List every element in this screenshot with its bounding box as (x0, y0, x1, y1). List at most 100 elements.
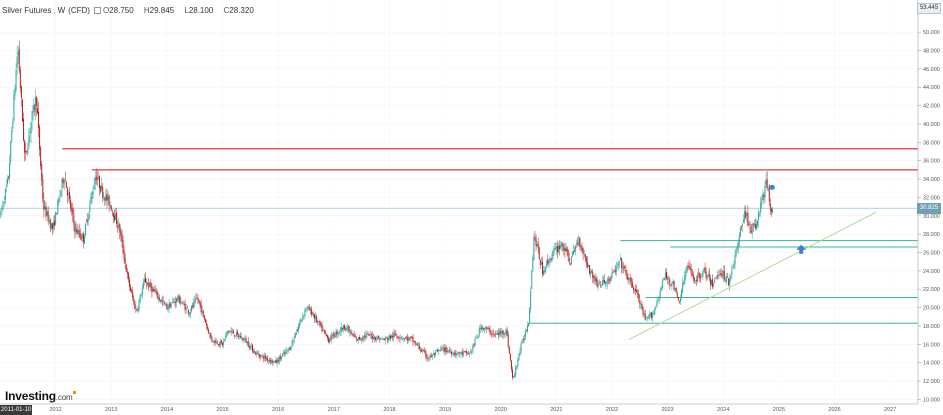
candle-body (640, 303, 642, 306)
candle-body (621, 258, 623, 268)
candle-body (378, 335, 380, 339)
candle-body (453, 352, 455, 355)
candle-body (414, 340, 416, 345)
candle-body (473, 344, 475, 346)
candle-body (285, 351, 287, 354)
candle-body (440, 348, 442, 351)
candle-body (426, 356, 428, 358)
candle-body (604, 280, 606, 284)
instrument-name[interactable]: Silver Futures (2, 5, 52, 15)
candle-body (397, 337, 399, 339)
candle-body (587, 265, 589, 267)
candle-body (553, 248, 555, 251)
candle-body (55, 211, 57, 225)
candle-body (391, 335, 393, 338)
candle-body (219, 341, 221, 346)
candle-body (697, 274, 699, 282)
candle-body (72, 209, 74, 215)
candle-body (142, 282, 144, 289)
candle-body (346, 328, 348, 331)
candle-body (474, 339, 476, 346)
candle-body (601, 280, 603, 285)
candle-body (263, 355, 265, 359)
candle-body (214, 340, 216, 344)
candle-body (24, 140, 26, 153)
candle-body (609, 278, 611, 282)
candle-body (213, 339, 215, 342)
candle-body (431, 354, 433, 358)
candle-body (327, 337, 329, 343)
candle-body (402, 338, 404, 340)
candle-body (700, 277, 702, 279)
candle-body (446, 351, 448, 352)
candle-body (387, 338, 389, 341)
y-tick-label: 12.000 (923, 379, 940, 385)
investing-logo[interactable]: Investing.com (5, 389, 77, 403)
candle-body (180, 302, 182, 303)
candle-body (332, 333, 334, 336)
candle-body (291, 340, 293, 347)
candle-body (516, 366, 518, 368)
candle-body (89, 204, 91, 213)
candle-body (690, 268, 692, 274)
candle-body (598, 283, 600, 284)
candle-body (78, 229, 80, 235)
candle-body (9, 163, 11, 179)
candle-body (442, 347, 444, 348)
candle-body (73, 214, 75, 224)
candle-body (220, 340, 222, 343)
candle-body (545, 267, 547, 272)
candle-body (321, 324, 323, 332)
x-tick-label: 2022 (606, 407, 618, 413)
candle-body (44, 206, 46, 210)
candle-body (65, 181, 67, 189)
candle-body (530, 290, 532, 309)
candle-body (253, 351, 255, 353)
candle-body (528, 323, 530, 327)
candle-body (271, 359, 273, 364)
candle-body (552, 250, 554, 257)
visibility-toggle-icon[interactable] (93, 6, 101, 14)
candle-body (707, 275, 709, 276)
candle-body (107, 196, 109, 200)
candle-body (507, 334, 509, 347)
candle-body (627, 277, 629, 280)
candle-body (591, 271, 593, 273)
candle-body (570, 257, 572, 265)
candle-body (77, 230, 79, 233)
candle-body (154, 290, 156, 292)
candle-body (668, 278, 670, 280)
candle-body (341, 327, 343, 330)
candle-body (628, 278, 630, 281)
candle-body (273, 361, 275, 363)
candle-body (612, 272, 614, 273)
candle-body (763, 195, 765, 198)
candle-body (493, 333, 495, 335)
candle-body (18, 49, 20, 71)
candle-body (27, 148, 29, 155)
x-tick-label: 2027 (884, 407, 896, 413)
interval-label[interactable]: W (57, 5, 66, 15)
candle-body (724, 280, 726, 282)
candle-body (580, 246, 582, 248)
candle-body (384, 337, 386, 341)
candle-body (428, 358, 430, 360)
candle-body (666, 272, 668, 279)
candle-body (393, 333, 395, 339)
candle-body (744, 211, 746, 221)
candle-body (653, 313, 655, 315)
candle-body (334, 336, 336, 337)
candle-body (602, 279, 604, 282)
candle-body (244, 338, 246, 340)
candle-body (300, 319, 302, 323)
candle-body (648, 314, 650, 318)
candle-body (101, 185, 103, 190)
candle-body (181, 303, 183, 304)
candle-body (245, 338, 247, 343)
candle-body (565, 248, 567, 252)
candle-body (505, 329, 507, 335)
candle-body (444, 347, 446, 353)
candle-body (294, 335, 296, 337)
